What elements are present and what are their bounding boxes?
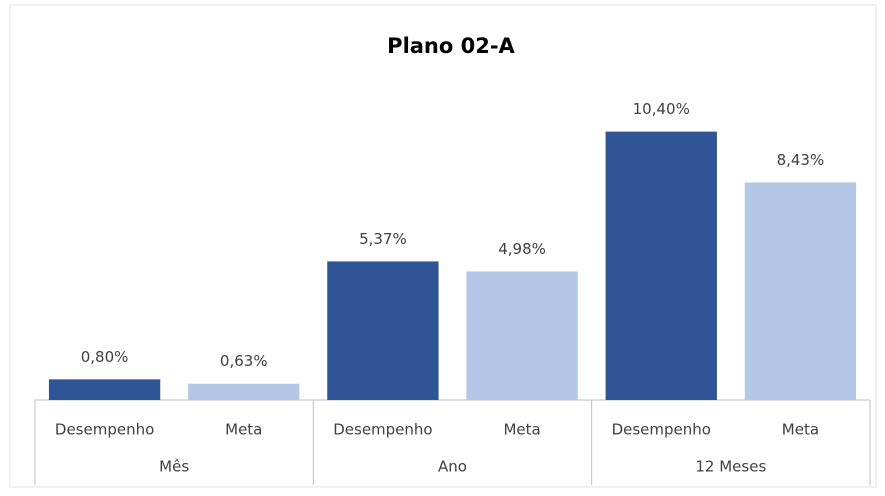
x-tick-label: Meta <box>225 421 262 439</box>
group-label: Mês <box>159 458 189 476</box>
data-label: 4,98% <box>498 240 546 258</box>
data-label: 8,43% <box>777 151 825 169</box>
x-tick-label: Meta <box>503 421 540 439</box>
data-label: 5,37% <box>359 230 407 248</box>
bar <box>48 379 161 400</box>
group-label: Ano <box>438 458 467 476</box>
chart-title: Plano 02-A <box>387 34 515 58</box>
bar <box>744 182 857 400</box>
bar <box>466 271 578 400</box>
chart-frame <box>9 4 877 488</box>
data-label: 0,80% <box>81 348 129 366</box>
x-tick-label: Desempenho <box>612 421 711 439</box>
data-label: 0,63% <box>220 352 268 370</box>
bar <box>605 131 717 400</box>
bar <box>327 261 439 400</box>
x-tick-label: Desempenho <box>55 421 154 439</box>
x-tick-label: Desempenho <box>333 421 432 439</box>
data-label: 10,40% <box>633 100 690 118</box>
bar <box>188 383 300 400</box>
x-tick-label: Meta <box>782 421 819 439</box>
group-label: 12 Meses <box>695 458 766 476</box>
